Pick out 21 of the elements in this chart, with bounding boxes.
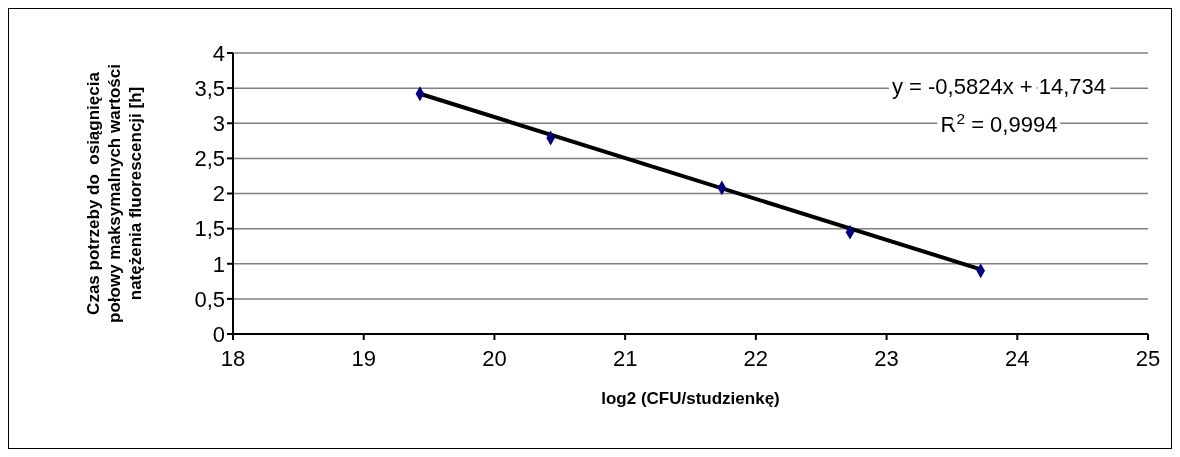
- y-tick-label: 3,5: [194, 75, 225, 101]
- y-tick-label: 3: [212, 111, 225, 137]
- y-tick-label: 1: [212, 251, 225, 277]
- x-tick-label: 23: [874, 345, 899, 371]
- x-tick-label: 19: [351, 345, 376, 371]
- y-tick-label: 2,5: [194, 146, 225, 172]
- y-tick-label: 0,5: [194, 286, 225, 312]
- annotation: R$^{2}$ = 0,9994: [940, 109, 1058, 137]
- x-tick-label: 18: [220, 345, 246, 371]
- x-tick-label: 22: [743, 345, 769, 371]
- x-tick-label: 21: [612, 345, 638, 371]
- annotation: y = -0,5824x + 14,734: [891, 74, 1107, 99]
- x-tick-label: 20: [482, 345, 507, 371]
- y-tick-label: 4: [212, 40, 225, 66]
- x-tick-label: 25: [1135, 345, 1161, 371]
- y-tick-label: 0: [212, 321, 225, 347]
- x-tick-label: 24: [1005, 345, 1030, 371]
- y-axis-title: Czas potrzeby do osiągnięcia połowy maksymalnych wartości natężenia fluorescencji [h]: [82, 63, 146, 325]
- y-tick-label: 2: [212, 181, 225, 207]
- y-tick-label: 1,5: [194, 216, 225, 242]
- x-axis-title: log2 (CFU/studzienkę): [601, 389, 780, 408]
